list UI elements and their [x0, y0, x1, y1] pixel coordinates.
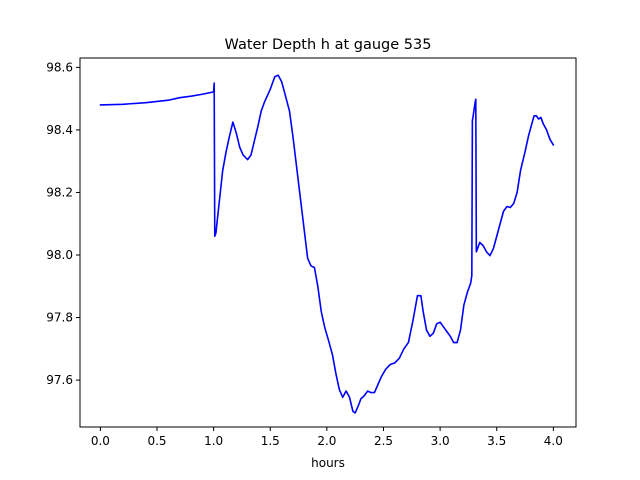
series-line [99, 74, 555, 414]
x-tick-label: 4.0 [544, 434, 563, 448]
y-tick-label: 97.6 [46, 373, 73, 387]
x-tick-label: 2.0 [317, 434, 336, 448]
y-tick-label: 98.0 [46, 248, 73, 262]
x-tick-label: 0.0 [91, 434, 110, 448]
y-tick-label: 97.8 [46, 311, 73, 325]
plot-area-frame [79, 57, 577, 428]
y-tick-label: 98.6 [46, 60, 73, 74]
data-layer [99, 74, 555, 414]
x-tick-label: 0.5 [147, 434, 166, 448]
chart-title: Water Depth h at gauge 535 [225, 37, 432, 53]
axis-ticks: 0.0 0.5 1.0 1.5 2.0 2.5 3.0 3.5 4.0 97.6 97.8 98.0 9… [46, 60, 563, 448]
y-tick-label: 98.4 [46, 123, 73, 137]
x-axis-label: hours [311, 456, 345, 470]
x-tick-label: 1.5 [261, 434, 280, 448]
y-tick-label: 98.2 [46, 185, 73, 199]
x-tick-label: 3.5 [487, 434, 506, 448]
x-tick-label: 1.0 [204, 434, 223, 448]
x-tick-label: 2.5 [374, 434, 393, 448]
x-tick-label: 3.0 [431, 434, 450, 448]
